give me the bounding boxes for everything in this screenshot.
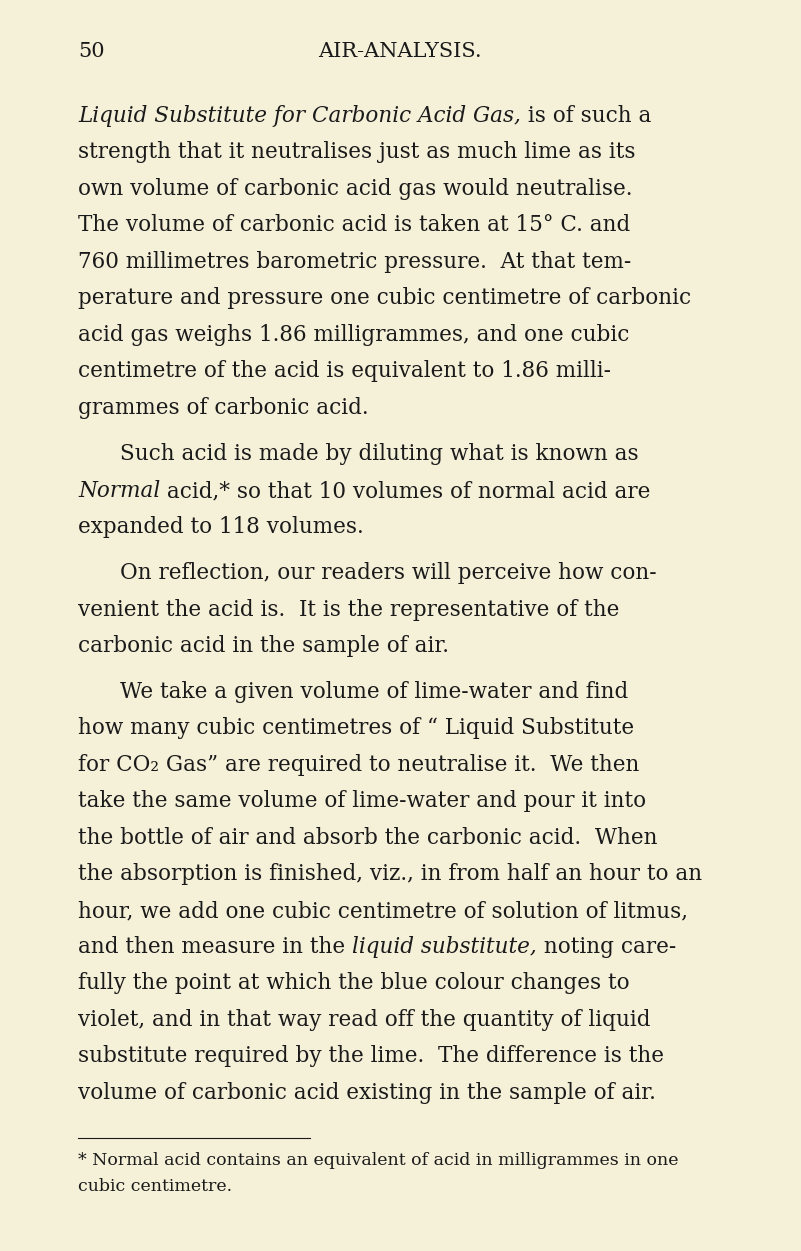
Text: take the same volume of lime-water and pour it into: take the same volume of lime-water and p…: [78, 789, 646, 812]
Text: 760 millimetres barometric pressure.  At that tem-: 760 millimetres barometric pressure. At …: [78, 251, 631, 273]
Text: carbonic acid in the sample of air.: carbonic acid in the sample of air.: [78, 636, 449, 657]
Text: acid,* so that 10 volumes of normal acid are: acid,* so that 10 volumes of normal acid…: [160, 480, 650, 502]
Text: own volume of carbonic acid gas would neutralise.: own volume of carbonic acid gas would ne…: [78, 178, 633, 200]
Text: expanded to 118 volumes.: expanded to 118 volumes.: [78, 515, 364, 538]
Text: The volume of carbonic acid is taken at 15° C. and: The volume of carbonic acid is taken at …: [78, 214, 630, 236]
Text: grammes of carbonic acid.: grammes of carbonic acid.: [78, 397, 368, 419]
Text: for CO₂ Gas” are required to neutralise it.  We then: for CO₂ Gas” are required to neutralise …: [78, 754, 639, 776]
Text: and then measure in the: and then measure in the: [78, 936, 352, 958]
Text: the absorption is finished, viz., in from half an hour to an: the absorption is finished, viz., in fro…: [78, 863, 702, 884]
Text: violet, and in that way read off the quantity of liquid: violet, and in that way read off the qua…: [78, 1010, 650, 1031]
Text: strength that it neutralises just as much lime as its: strength that it neutralises just as muc…: [78, 141, 635, 163]
Text: venient the acid is.  It is the representative of the: venient the acid is. It is the represent…: [78, 599, 619, 620]
Text: how many cubic centimetres of “ Liquid Substitute: how many cubic centimetres of “ Liquid S…: [78, 717, 634, 739]
Text: the bottle of air and absorb the carbonic acid.  When: the bottle of air and absorb the carboni…: [78, 827, 658, 849]
Text: substitute required by the lime.  The difference is the: substitute required by the lime. The dif…: [78, 1045, 664, 1067]
Text: * Normal acid contains an equivalent of acid in milligrammes in one: * Normal acid contains an equivalent of …: [78, 1152, 678, 1168]
Text: noting care-: noting care-: [537, 936, 676, 958]
Text: We take a given volume of lime-water and find: We take a given volume of lime-water and…: [120, 681, 628, 703]
Text: cubic centimetre.: cubic centimetre.: [78, 1178, 232, 1195]
Text: AIR-ANALYSIS.: AIR-ANALYSIS.: [318, 43, 482, 61]
Text: is of such a: is of such a: [521, 105, 651, 128]
Text: fully the point at which the blue colour changes to: fully the point at which the blue colour…: [78, 972, 630, 995]
Text: hour, we add one cubic centimetre of solution of litmus,: hour, we add one cubic centimetre of sol…: [78, 899, 688, 922]
Text: Liquid Substitute for Carbonic Acid Gas,: Liquid Substitute for Carbonic Acid Gas,: [78, 105, 521, 128]
Text: centimetre of the acid is equivalent to 1.86 milli-: centimetre of the acid is equivalent to …: [78, 360, 611, 382]
Text: perature and pressure one cubic centimetre of carbonic: perature and pressure one cubic centimet…: [78, 286, 691, 309]
Text: volume of carbonic acid existing in the sample of air.: volume of carbonic acid existing in the …: [78, 1082, 656, 1103]
Text: Such acid is made by diluting what is known as: Such acid is made by diluting what is kn…: [120, 443, 638, 465]
Text: acid gas weighs 1.86 milligrammes, and one cubic: acid gas weighs 1.86 milligrammes, and o…: [78, 324, 630, 347]
Text: Normal: Normal: [78, 480, 160, 502]
Text: On reflection, our readers will perceive how con-: On reflection, our readers will perceive…: [120, 562, 657, 584]
Text: 50: 50: [78, 43, 105, 61]
Text: liquid substitute,: liquid substitute,: [352, 936, 537, 958]
